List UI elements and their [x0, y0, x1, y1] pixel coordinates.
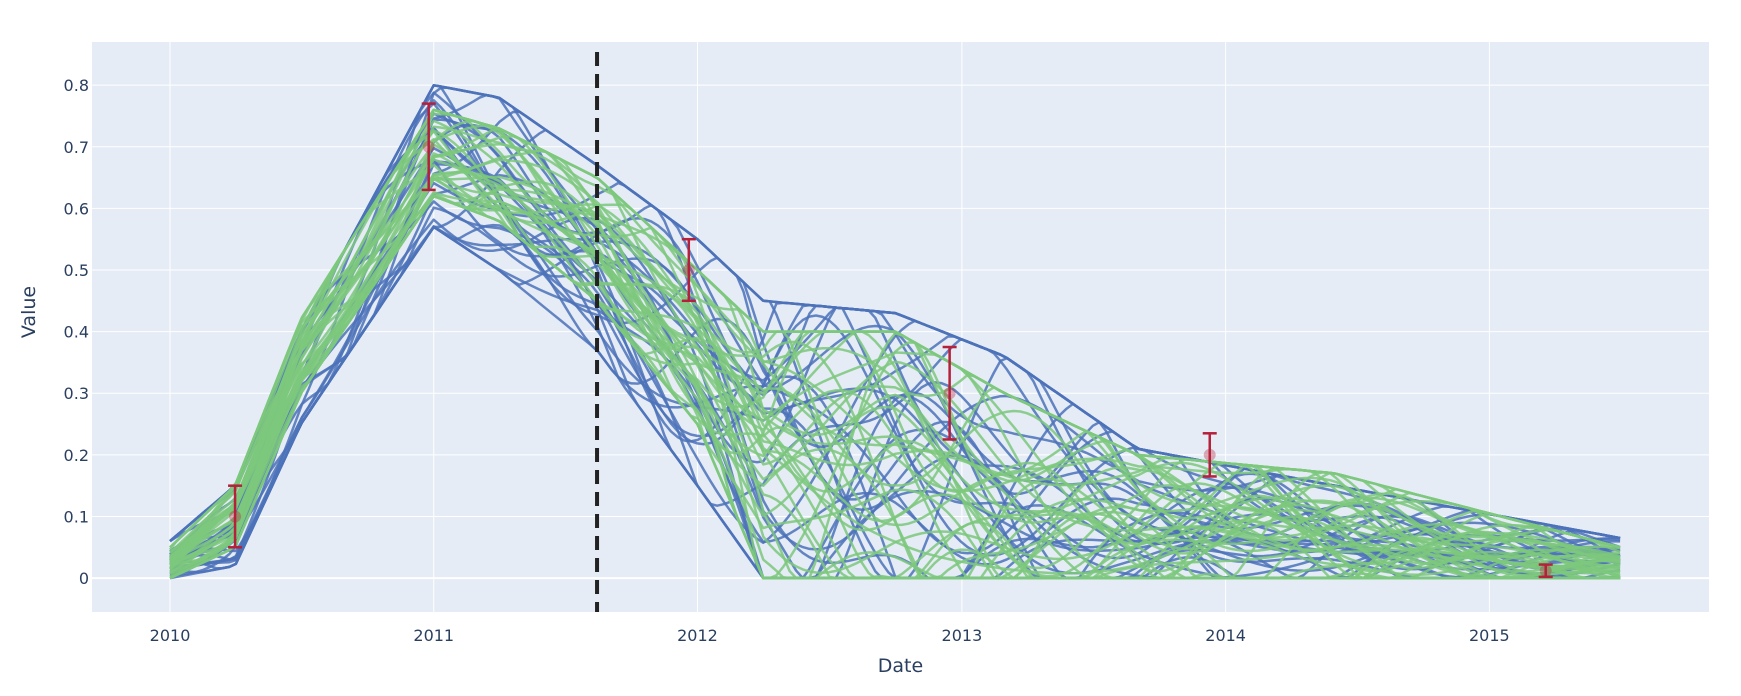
- series-lines: [169, 84, 1621, 580]
- series-line: [169, 163, 1621, 570]
- y-tick-label: 0.5: [64, 261, 89, 280]
- series-line: [169, 180, 1621, 580]
- x-tick-label: 2011: [413, 626, 454, 645]
- x-tick-label: 2014: [1205, 626, 1246, 645]
- observation-point: [229, 510, 242, 523]
- tick-labels: 2010 2011 2012 2013 2014 2015 0 0.1 0.2 0.3 0.4 0.5…: [64, 76, 1510, 645]
- observation-point: [1203, 448, 1216, 461]
- y-tick-label: 0.2: [64, 446, 89, 465]
- series-line: [169, 99, 1621, 580]
- x-tick-label: 2015: [1469, 626, 1510, 645]
- x-axis-title: Date: [878, 655, 923, 677]
- observation-point: [682, 264, 695, 276]
- y-tick-label: 0.3: [64, 384, 89, 403]
- observation-point: [422, 140, 435, 153]
- y-axis-title: Value: [18, 286, 40, 338]
- y-tick-label: 0: [79, 569, 89, 588]
- y-tick-label: 0.6: [64, 199, 89, 218]
- series-line: [169, 119, 1621, 580]
- x-tick-label: 2010: [150, 626, 191, 645]
- observation-point: [1539, 564, 1552, 577]
- series-line: [169, 175, 1621, 571]
- y-tick-label: 0.4: [64, 323, 89, 342]
- observations: [228, 102, 1553, 579]
- observation-point: [943, 387, 956, 400]
- x-tick-label: 2013: [942, 626, 983, 645]
- x-tick-label: 2012: [677, 626, 718, 645]
- series-line: [169, 143, 1621, 580]
- series-line: [169, 190, 1621, 580]
- y-tick-label: 0.8: [64, 76, 89, 95]
- y-tick-label: 0.1: [64, 507, 89, 526]
- y-tick-label: 0.7: [64, 138, 89, 157]
